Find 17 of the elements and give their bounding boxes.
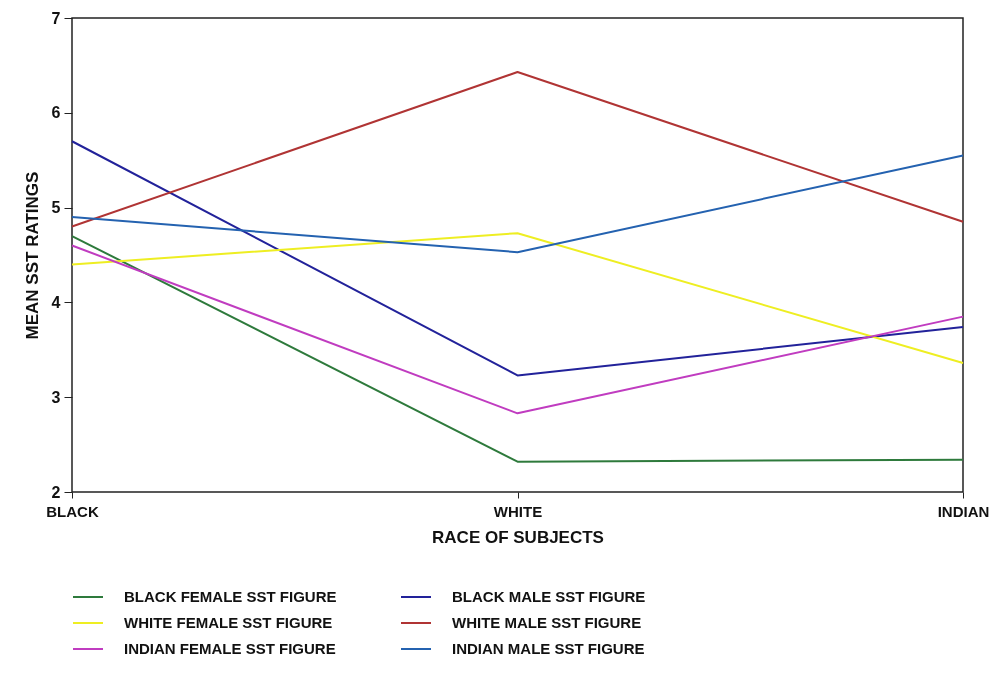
y-tick-label: 2 [51,483,61,501]
y-tick-label: 7 [51,9,61,27]
legend-label: WHITE FEMALE SST FIGURE [124,614,333,631]
x-axis-title: RACE OF SUBJECTS [432,527,604,547]
legend-label: WHITE MALE SST FIGURE [452,614,642,631]
legend-label: INDIAN MALE SST FIGURE [452,640,645,657]
y-tick-label: 5 [51,199,61,217]
y-tick-label: 6 [51,104,61,122]
legend-label: BLACK MALE SST FIGURE [452,588,646,605]
y-tick-label: 4 [51,293,61,311]
y-axis-title: MEAN SST RATINGS [22,171,42,340]
x-tick-label: BLACK [46,502,99,520]
y-tick-label: 3 [51,388,61,406]
x-tick-label: INDIAN [937,502,990,520]
x-tick-label: WHITE [493,502,543,520]
legend-label: INDIAN FEMALE SST FIGURE [124,640,336,657]
legend-label: BLACK FEMALE SST FIGURE [124,588,337,605]
